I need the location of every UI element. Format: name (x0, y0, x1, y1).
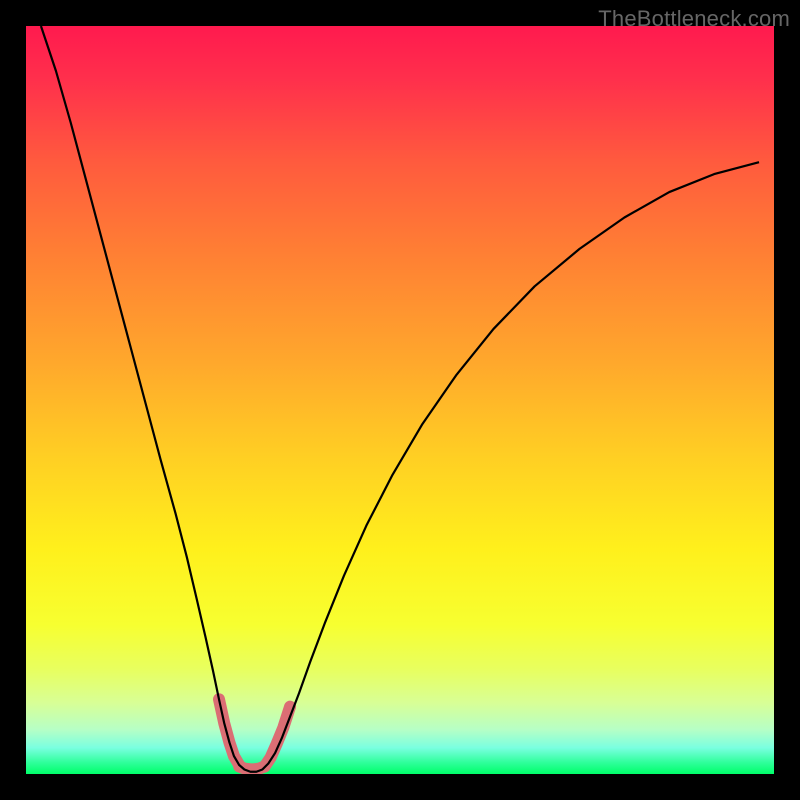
gradient-background (26, 26, 774, 774)
chart-svg (0, 0, 800, 800)
chart-canvas: TheBottleneck.com (0, 0, 800, 800)
